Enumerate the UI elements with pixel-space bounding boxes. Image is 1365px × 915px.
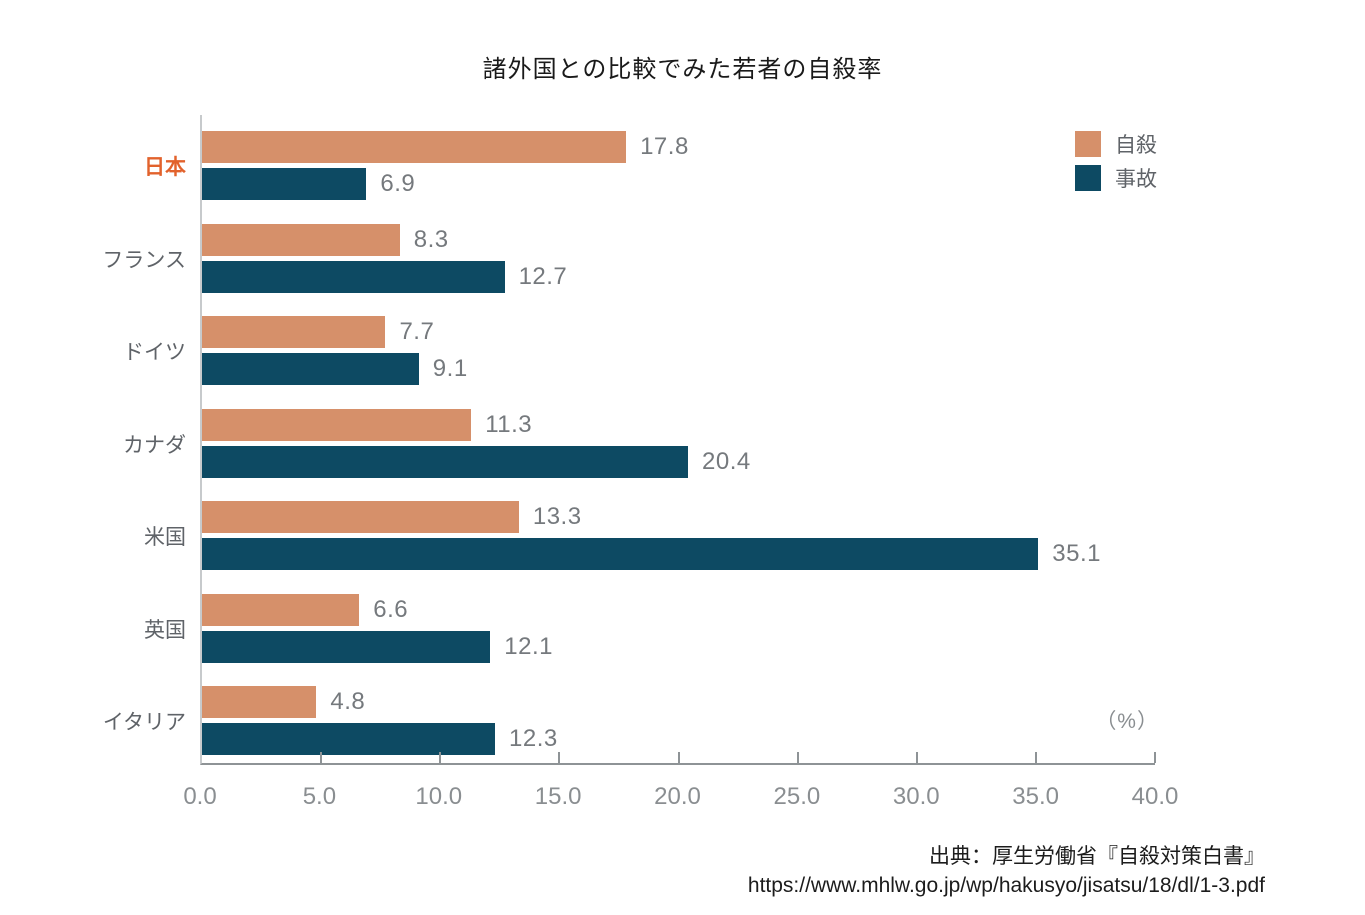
bar-row: 7.7 <box>202 316 1155 349</box>
bar-自殺 <box>202 223 400 256</box>
category-label: 米国 <box>144 526 186 550</box>
bar-自殺 <box>202 593 360 626</box>
bar-row: 6.9 <box>202 168 1155 200</box>
bar-事故 <box>202 168 367 200</box>
axis-tick-labels: 0.0 5.0 10.0 15.0 20.0 25.0 30.0 35.0 40.0 <box>183 783 1178 813</box>
bar-value: 12.3 <box>509 725 558 753</box>
bar-row: 4.8 <box>202 686 1155 719</box>
category-label: ドイツ <box>123 341 186 365</box>
bar-自殺 <box>202 316 386 349</box>
axis-tick-label: 15.0 <box>534 783 582 810</box>
legend-label: 自殺 <box>1115 133 1157 157</box>
bar-value: 17.8 <box>640 133 689 160</box>
bar-group: 英国 6.6 12.1 <box>144 578 1155 671</box>
bar-value: 9.1 <box>432 355 468 383</box>
bar-group: フランス 8.3 12.7 <box>102 208 1155 301</box>
axis-tick-label: 5.0 <box>302 783 337 810</box>
bar-事故 <box>202 630 491 663</box>
bar-value: 11.3 <box>485 410 533 438</box>
bar-value: 6.6 <box>373 595 409 623</box>
bar-row: 12.1 <box>202 630 1155 663</box>
legend: 自殺 事故 <box>1075 130 1157 198</box>
bar-row: 9.1 <box>202 353 1155 386</box>
bar-row: 12.3 <box>202 723 1155 756</box>
category-label: カナダ <box>123 433 186 457</box>
axis-tick-label: 10.0 <box>415 783 463 810</box>
axis-tick-mark <box>915 752 918 763</box>
category-label: 日本 <box>144 156 186 179</box>
source-note: 出典：厚生労働省『自殺対策白書』 https://www.mhlw.go.jp/… <box>748 842 1265 900</box>
category-label: 英国 <box>144 618 186 642</box>
bar-自殺 <box>202 408 472 441</box>
bar-事故 <box>202 353 419 386</box>
axis-tick-mark <box>558 752 561 763</box>
bar-row: 8.3 <box>202 223 1155 256</box>
axis-tick-label: 30.0 <box>892 783 940 810</box>
axis-unit-label: （%） <box>1095 710 1159 733</box>
plot-area: （%） 日本 17.8 6.9 フランス 8.3 12.7 ドイツ 7.7 9.1 カナダ 11.3… <box>102 115 1158 765</box>
axis-tick-mark <box>320 752 323 763</box>
bar-事故 <box>202 538 1039 571</box>
bar-group: 米国 13.3 35.1 <box>144 485 1155 578</box>
legend-swatch <box>1075 164 1101 191</box>
bar-value: 20.4 <box>702 447 751 475</box>
bar-row: 12.7 <box>202 260 1155 293</box>
bar-value: 13.3 <box>532 503 582 531</box>
axis-tick-label: 20.0 <box>654 783 701 810</box>
bar-row: 11.3 <box>202 408 1155 441</box>
axis-tick-label: 0.0 <box>183 783 217 810</box>
bar-value: 12.1 <box>504 632 553 660</box>
axis-tick-mark <box>1154 752 1156 763</box>
bar-value: 12.7 <box>518 262 568 290</box>
bar-value: 4.8 <box>330 688 366 716</box>
axis-tick-mark <box>1034 752 1037 763</box>
bar-group: イタリア 4.8 12.3 <box>103 670 1155 763</box>
bar-value: 8.3 <box>413 225 449 253</box>
category-label: イタリア <box>102 711 186 735</box>
bar-row: 13.3 <box>202 501 1155 534</box>
bar-group: ドイツ 7.7 9.1 <box>123 300 1155 393</box>
bar-row: 35.1 <box>202 538 1155 571</box>
bar-row: 6.6 <box>202 593 1155 626</box>
axis-tick-mark <box>439 752 442 763</box>
bar-事故 <box>202 260 505 293</box>
bar-value: 6.9 <box>380 170 416 197</box>
bar-value: 35.1 <box>1052 540 1101 568</box>
axis-tick-label: 40.0 <box>1131 783 1179 810</box>
bar-事故 <box>202 723 496 756</box>
legend-item: 自殺 <box>1075 130 1157 157</box>
source-line1: 出典：厚生労働省『自殺対策白書』 <box>929 845 1265 868</box>
bar-group: カナダ 11.3 20.4 <box>123 393 1155 486</box>
legend-label: 事故 <box>1115 167 1157 191</box>
axis-tick-label: 25.0 <box>773 783 821 810</box>
axis-tick-mark <box>677 752 680 763</box>
bar-自殺 <box>202 131 627 163</box>
bar-自殺 <box>202 501 519 534</box>
axis-tick-mark <box>796 752 799 763</box>
legend-swatch <box>1075 130 1101 157</box>
bar-value: 7.7 <box>399 318 435 346</box>
category-label: フランス <box>102 248 186 272</box>
axis-tick-label: 35.0 <box>1012 783 1059 810</box>
legend-item: 事故 <box>1075 164 1157 191</box>
bar-自殺 <box>202 686 317 719</box>
bar-group: 日本 17.8 6.9 <box>144 115 1155 208</box>
chart-title: 諸外国との比較でみた若者の自殺率 <box>482 56 883 83</box>
bar-事故 <box>202 445 689 478</box>
source-line2: https://www.mhlw.go.jp/wp/hakusyo/jisats… <box>747 874 1265 897</box>
bar-row: 17.8 <box>202 131 1155 163</box>
bar-row: 20.4 <box>202 445 1155 478</box>
